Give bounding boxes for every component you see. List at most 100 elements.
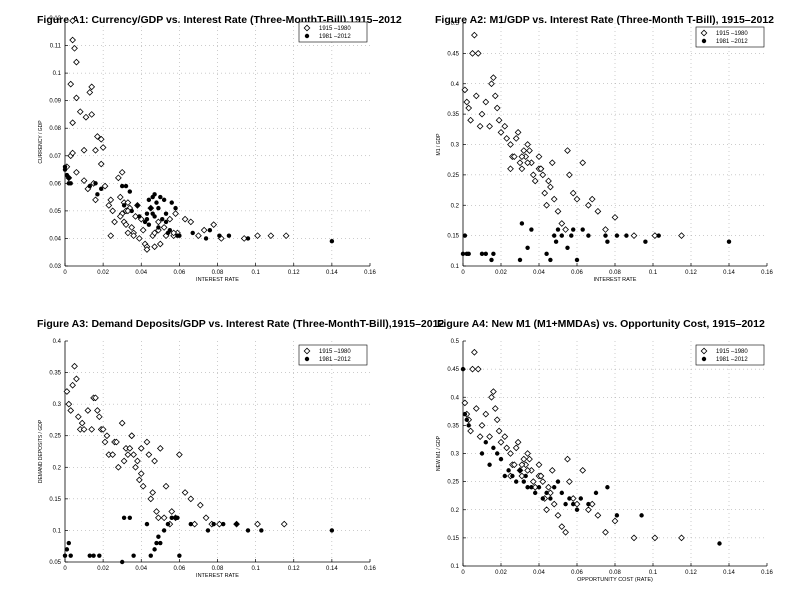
data-point-diamond [105, 202, 113, 209]
y-tick-label: 0.2 [451, 508, 460, 514]
x-tick-label: 0.04 [533, 270, 545, 276]
y-tick-label: 0.05 [49, 209, 61, 215]
data-point-diamond [155, 218, 162, 226]
legend-label: 1981 –2012 [319, 34, 351, 40]
data-point-diamond [65, 400, 73, 408]
data-point-diamond [467, 116, 474, 124]
legend-box [695, 26, 765, 48]
chart-title: Figure A3: Demand Deposits/GDP vs. Inter… [37, 318, 444, 330]
data-point-diamond [463, 98, 471, 106]
data-point-diamond [548, 159, 556, 167]
data-point-dot [517, 257, 523, 263]
data-point-dot [540, 496, 545, 501]
data-point-dot [574, 257, 580, 263]
data-point-dot [99, 186, 104, 192]
data-point-diamond [116, 193, 124, 201]
data-point-dot [137, 214, 142, 219]
data-point-dot [177, 553, 182, 558]
data-point-diamond [134, 457, 141, 465]
x-tick-label: 0.12 [685, 270, 697, 276]
y-tick-label: 0.4 [451, 395, 460, 401]
x-tick-label: 0.04 [533, 570, 545, 576]
legend: 1915 –1980 1981 –2012 [298, 344, 368, 366]
y-tick-label: 0.25 [447, 173, 459, 179]
data-point-dot [574, 507, 580, 512]
data-point-diamond [63, 388, 71, 395]
data-point-diamond [471, 348, 478, 356]
data-point-dot [173, 205, 178, 211]
data-point-dot [93, 181, 98, 186]
data-point-diamond [539, 171, 547, 179]
data-point-dot [161, 528, 167, 533]
data-point-dot [163, 211, 169, 216]
data-point-dot [483, 251, 488, 257]
data-point-diamond [467, 427, 474, 435]
y-tick-label: 0.1 [451, 564, 460, 570]
legend-diamond-icon [700, 29, 708, 37]
data-point-diamond [491, 92, 499, 100]
y-tick-label: 0.1 [53, 528, 62, 534]
data-point-diamond [482, 410, 490, 418]
data-point-dot [525, 485, 530, 490]
data-point-diamond [132, 463, 139, 471]
data-point-diamond [113, 438, 120, 446]
data-point-diamond [550, 500, 558, 508]
data-point-diamond [95, 413, 103, 421]
data-point-diamond [97, 160, 105, 168]
data-point-diamond [80, 177, 88, 184]
data-point-diamond [495, 427, 503, 435]
data-point-dot [152, 192, 157, 197]
data-point-diamond [156, 240, 164, 248]
data-point-dot [605, 485, 610, 490]
data-point-diamond [478, 422, 486, 429]
data-point-diamond [564, 147, 571, 154]
y-tick-label: 0.25 [447, 480, 459, 486]
data-point-diamond [518, 165, 526, 173]
data-point-dot [207, 227, 213, 233]
data-point-dot [521, 479, 526, 484]
data-point-diamond [120, 457, 128, 465]
series-1915-1980 [63, 362, 288, 528]
data-point-diamond [476, 122, 484, 130]
data-point-diamond [99, 144, 107, 151]
data-point-diamond [529, 171, 537, 179]
x-tick-label: 0.1 [649, 270, 658, 276]
data-point-dot [586, 501, 591, 507]
data-point-diamond [280, 520, 288, 528]
chart-panel-1: Figure A1: Currency/GDP vs. Interest Rat… [37, 14, 402, 283]
data-point-diamond [478, 110, 486, 118]
data-point-diamond [554, 207, 562, 215]
y-axis-label: DEMAND DEPOSITS / GDP [38, 419, 44, 483]
data-point-diamond [524, 141, 531, 148]
legend-dot-icon [701, 356, 707, 362]
data-point-diamond [516, 159, 524, 167]
data-point-diamond [537, 472, 545, 480]
data-point-dot [544, 251, 549, 257]
data-point-diamond [143, 246, 151, 253]
data-point-dot [64, 547, 70, 552]
data-point-dot [127, 515, 133, 520]
data-point-dot [188, 521, 194, 527]
chart-panel-3: Figure A3: Demand Deposits/GDP vs. Inter… [37, 318, 444, 579]
y-tick-label: 0.04 [49, 236, 61, 242]
data-point-diamond [74, 413, 82, 421]
data-point-diamond [569, 189, 577, 197]
data-point-diamond [471, 31, 478, 39]
data-point-dot [144, 521, 150, 527]
data-point-diamond [535, 153, 543, 161]
data-point-dot [624, 233, 629, 238]
y-tick-label: 0.35 [49, 371, 61, 377]
x-tick-label: 0.14 [723, 270, 735, 276]
data-point-diamond [490, 388, 497, 395]
data-point-diamond [678, 232, 685, 239]
data-point-diamond [503, 444, 511, 452]
data-point-diamond [202, 514, 210, 522]
x-tick-label: 0 [63, 566, 67, 572]
data-point-diamond [109, 207, 117, 215]
data-point-diamond [566, 171, 573, 179]
data-point-diamond [524, 159, 531, 167]
x-axis-label: INTEREST RATE [196, 573, 239, 579]
y-tick-label: 0.1 [53, 71, 62, 77]
data-point-dot [154, 200, 159, 205]
data-point-diamond [594, 207, 602, 215]
